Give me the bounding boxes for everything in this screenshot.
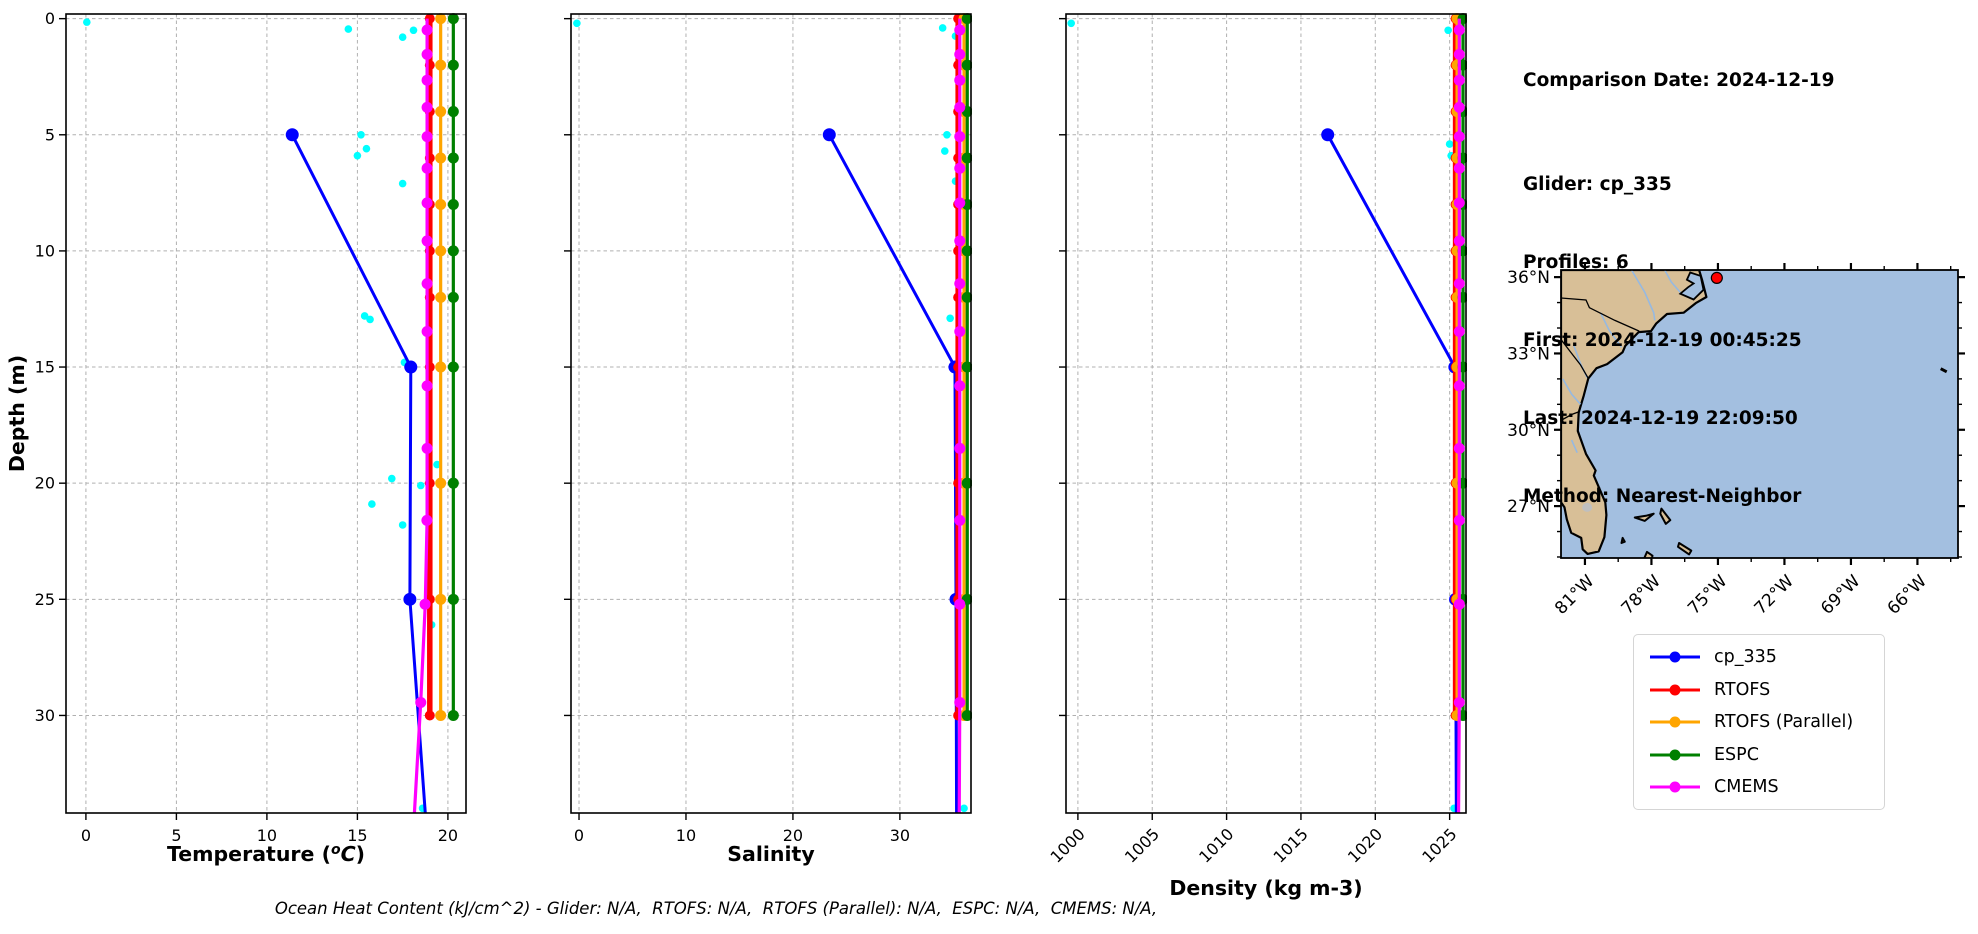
density-plot: 1000 1005 1010 1015 1020 1025 Density (kg m-3) [1046, 0, 1477, 934]
svg-text:78°W: 78°W [1618, 571, 1665, 618]
temperature-series-rtofs-parallel- [435, 13, 447, 721]
legend-item-cmems: CMEMS [1648, 777, 1870, 797]
svg-text:5: 5 [45, 125, 55, 144]
salinity-xlabel: Salinity [727, 842, 814, 866]
location-map: 36°N 33°N 30°N 27°N 81°W 78°W 75°W 72°W 69°W 66°W [1507, 263, 1965, 619]
svg-text:15: 15 [347, 826, 367, 845]
temperature-series-espc [447, 13, 459, 721]
density-xlabel: Density (kg m-3) [1169, 876, 1362, 900]
svg-text:1000: 1000 [1046, 824, 1088, 866]
temperature-xtick-labels: 0 5 10 15 20 [81, 826, 458, 845]
density-ticks [1059, 17, 1451, 820]
salinity-xtick-labels: 0 10 20 30 [574, 826, 910, 845]
temperature-series-cp-335 [285, 128, 427, 814]
legend-label: RTOFS [1714, 679, 1771, 700]
density-grid [1066, 14, 1466, 813]
map-state-borders [1561, 297, 1640, 421]
svg-text:30: 30 [35, 706, 55, 725]
salinity-ticks [564, 17, 901, 820]
depth-axis-label: Depth (m) [5, 355, 29, 472]
legend-item-espc: ESPC [1648, 745, 1870, 765]
svg-text:15: 15 [35, 358, 55, 377]
svg-text:20: 20 [783, 826, 803, 845]
map-lake [1582, 502, 1593, 512]
salinity-grid [571, 14, 971, 813]
svg-text:81°W: 81°W [1551, 571, 1598, 618]
ocean-heat-content-annotation: Ocean Heat Content (kJ/cm^2) - Glider: N… [274, 899, 1158, 918]
legend-swatch-icon [1650, 684, 1700, 695]
svg-text:5: 5 [171, 826, 181, 845]
legend-item-rtofs: RTOFS [1648, 680, 1870, 700]
map-pamlico-sound [1678, 271, 1705, 301]
legend-item-cp-335: cp_335 [1648, 647, 1870, 667]
svg-text:20: 20 [35, 474, 55, 493]
temperature-observation-scatter [83, 18, 441, 813]
svg-text:75°W: 75°W [1684, 571, 1731, 618]
svg-text:66°W: 66°W [1884, 571, 1931, 618]
legend-swatch-icon [1650, 749, 1700, 760]
legend-label: RTOFS (Parallel) [1714, 712, 1854, 732]
density-series-cp-335 [1321, 128, 1463, 814]
svg-text:1005: 1005 [1121, 824, 1163, 866]
comparison-method: Method: Nearest-Neighbor [1523, 486, 1802, 507]
legend-item-rtofs-parallel-: RTOFS (Parallel) [1648, 712, 1870, 732]
svg-text:0: 0 [574, 826, 584, 845]
legend-label: cp_335 [1714, 647, 1777, 667]
legend-swatch-icon [1650, 781, 1700, 793]
map-islands [1620, 507, 1693, 558]
svg-text:33°N: 33°N [1507, 344, 1550, 364]
svg-text:10: 10 [35, 241, 55, 260]
svg-text:72°W: 72°W [1751, 571, 1798, 618]
temperature-grid [66, 14, 466, 813]
salinity-plot: 0 10 20 30 Salinity [559, 0, 982, 934]
svg-text:1020: 1020 [1344, 824, 1386, 866]
comparison-date: Comparison Date: 2024-12-19 [1523, 70, 1835, 91]
map-bermuda [1940, 367, 1948, 374]
salinity-observation-scatter [573, 19, 968, 813]
temperature-series-cmems [412, 18, 433, 814]
legend-label: CMEMS [1714, 777, 1779, 797]
first-profile-time: First: 2024-12-19 00:45:25 [1523, 330, 1802, 351]
glider-position-marker [1710, 271, 1723, 284]
svg-text:20: 20 [438, 826, 458, 845]
svg-text:10: 10 [676, 826, 696, 845]
svg-text:27°N: 27°N [1507, 497, 1550, 517]
legend: cp_335 RTOFS RTOFS (Parallel) ESPC CMEMS [1633, 634, 1885, 810]
svg-text:1025: 1025 [1418, 824, 1460, 866]
legend-swatch-icon [1650, 716, 1700, 728]
comparison-info-block: Comparison Date: 2024-12-19 Glider: cp_3… [1523, 16, 1835, 562]
svg-text:0: 0 [45, 9, 55, 28]
map-ticks [1554, 263, 1965, 565]
svg-text:1010: 1010 [1195, 824, 1237, 866]
depth-tick-labels: 0 5 10 15 20 25 30 [35, 9, 55, 725]
density-xtick-labels: 1000 1005 1010 1015 1020 1025 [1046, 824, 1460, 866]
map-rivers [1562, 270, 1681, 454]
legend-label: ESPC [1714, 744, 1759, 765]
profiles-count: Profiles: 6 [1523, 252, 1629, 273]
svg-text:0: 0 [81, 826, 91, 845]
density-observation-scatter [1067, 19, 1458, 813]
salinity-series-cp-335 [822, 128, 963, 814]
temperature-xlabel: Temperature (oC) [167, 842, 365, 866]
svg-text:69°W: 69°W [1817, 571, 1864, 618]
map-land [1561, 270, 1708, 555]
legend-swatch-icon [1650, 651, 1700, 663]
salinity-series-cmems [954, 18, 966, 814]
glider-name: Glider: cp_335 [1523, 174, 1672, 195]
temperature-ticks [59, 17, 449, 820]
temperature-plot: 0 5 10 15 20 0 5 10 15 20 25 30 Temperature (oC) Dept… [5, 0, 477, 934]
last-profile-time: Last: 2024-12-19 22:09:50 [1523, 408, 1798, 429]
svg-text:25: 25 [35, 590, 55, 609]
svg-text:10: 10 [257, 826, 277, 845]
svg-text:30: 30 [890, 826, 910, 845]
density-series-cmems [1453, 18, 1465, 814]
svg-text:30°N: 30°N [1507, 421, 1550, 441]
svg-text:36°N: 36°N [1507, 268, 1550, 288]
svg-text:1015: 1015 [1270, 824, 1312, 866]
